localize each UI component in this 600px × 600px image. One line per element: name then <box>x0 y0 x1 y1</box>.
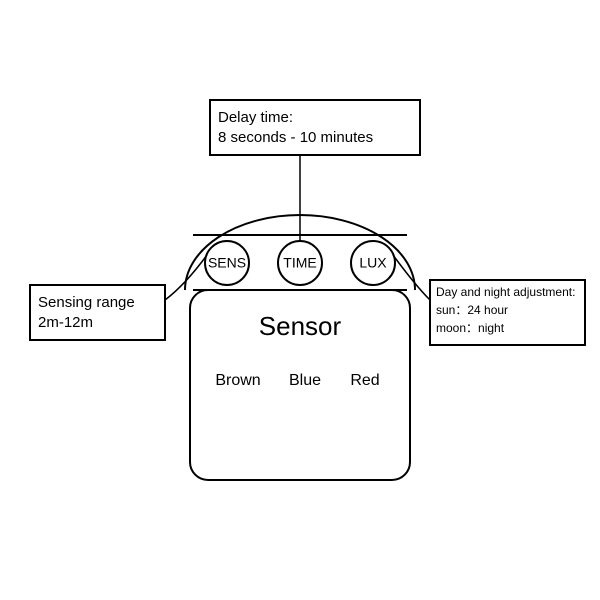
callout-sensing-line2: 2m-12m <box>38 314 93 331</box>
callout-delay-line1: Delay time: <box>218 109 293 126</box>
knob-sens-label: SENS <box>208 255 246 271</box>
knob-time-label: TIME <box>283 255 316 271</box>
wire-blue-label: Blue <box>289 372 321 389</box>
sensor-title: Sensor <box>259 311 342 341</box>
wire-red-label: Red <box>350 372 379 389</box>
leader-lux <box>393 255 430 300</box>
callout-sensing-line1: Sensing range <box>38 294 135 311</box>
knob-lux-label: LUX <box>359 255 387 271</box>
callout-delay-line2: 8 seconds - 10 minutes <box>218 129 373 146</box>
callout-lux-line2: sun：24 hour <box>436 303 508 317</box>
callout-lux-line1: Day and night adjustment: <box>436 285 575 299</box>
wire-brown-label: Brown <box>215 372 260 389</box>
callout-lux-line3: moon：night <box>436 321 505 335</box>
